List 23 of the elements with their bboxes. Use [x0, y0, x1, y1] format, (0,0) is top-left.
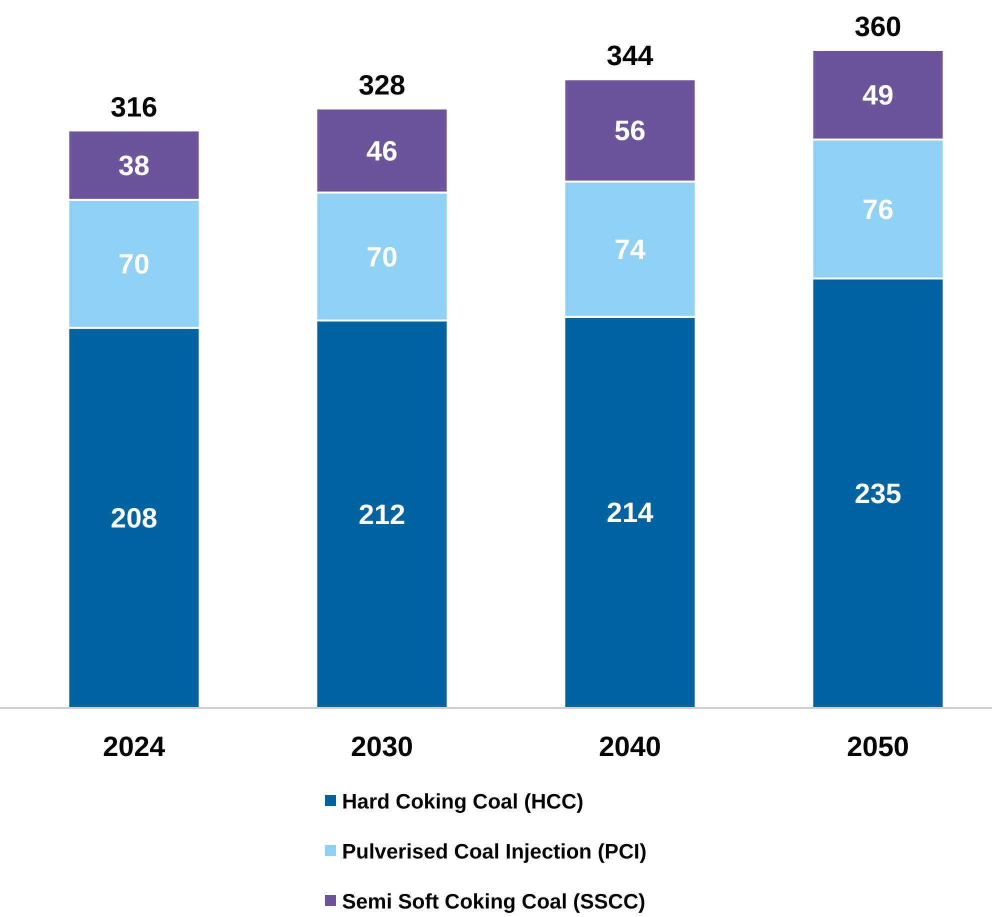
legend-label: Semi Soft Coking Coal (SSCC)	[342, 890, 646, 914]
data-label: 56	[614, 115, 646, 146]
legend-label: Pulverised Coal Injection (PCI)	[342, 840, 647, 864]
data-label: 70	[118, 248, 150, 280]
total-label: 344	[606, 40, 654, 72]
x-tick-label: 2024	[102, 731, 166, 762]
data-label: 74	[614, 234, 646, 266]
data-label: 46	[366, 135, 398, 166]
data-label: 208	[110, 502, 158, 534]
data-label: 38	[118, 150, 150, 181]
legend-label: Hard Coking Coal (HCC)	[342, 790, 584, 814]
x-tick-label: 2030	[350, 731, 414, 762]
x-tick-label: 2040	[598, 731, 662, 762]
data-label: 70	[366, 241, 398, 272]
data-label: 49	[862, 80, 894, 111]
data-label: 212	[358, 499, 406, 530]
total-label: 328	[358, 69, 406, 100]
total-label: 360	[854, 11, 902, 42]
data-label: 76	[862, 194, 894, 225]
x-tick-label: 2050	[846, 731, 910, 762]
data-label: 235	[854, 478, 902, 510]
total-label: 316	[110, 91, 158, 122]
data-label: 214	[606, 497, 654, 528]
